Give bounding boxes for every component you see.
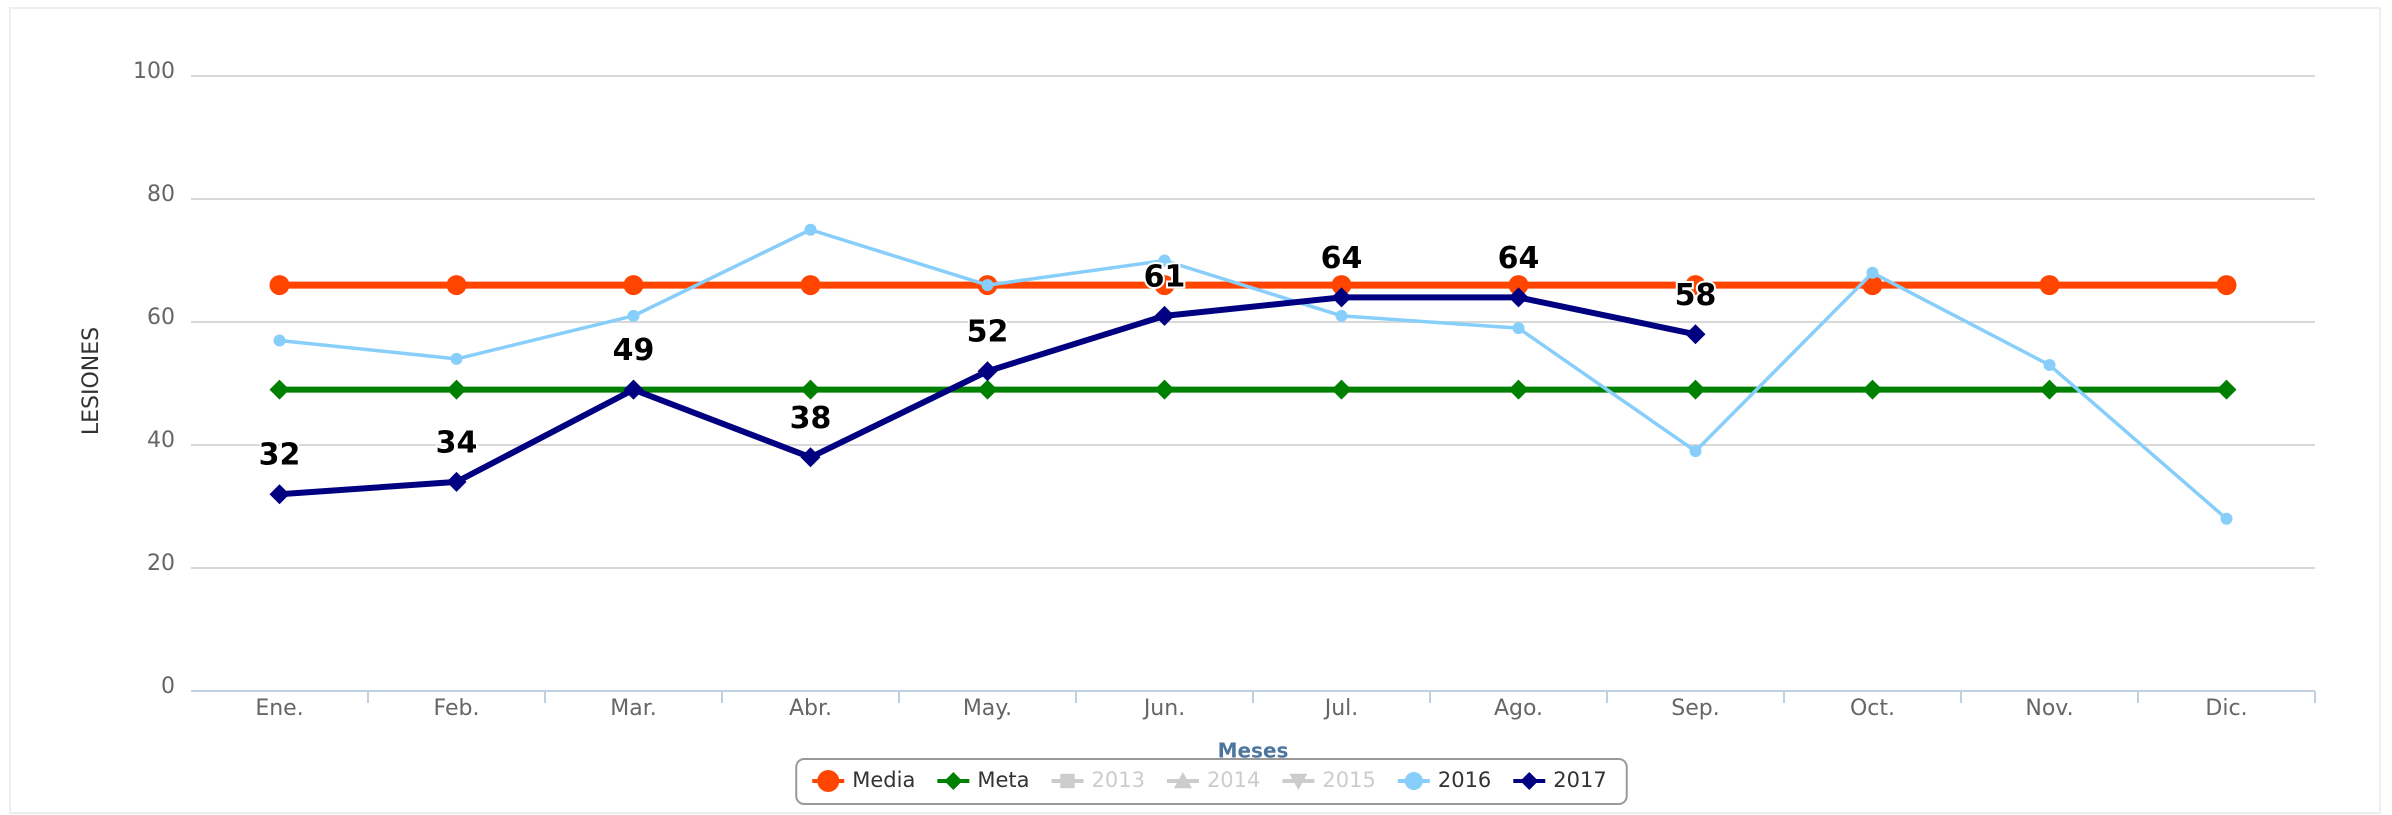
marker — [1685, 275, 1706, 296]
series-line — [279, 228, 2228, 521]
x-tick-label: Nov. — [2025, 696, 2073, 721]
marker — [1689, 445, 1702, 458]
x-tick-label: Ago. — [1494, 696, 1543, 721]
marker — [1331, 275, 1352, 296]
marker — [1685, 379, 1706, 400]
data-label: 34 — [436, 425, 478, 460]
marker — [446, 275, 467, 296]
data-label: 49 — [613, 333, 655, 368]
marker — [1404, 772, 1423, 790]
marker — [1158, 254, 1171, 267]
marker — [1289, 773, 1308, 790]
marker — [1520, 772, 1539, 790]
marker — [1154, 305, 1175, 326]
legend-label: 2017 — [1553, 768, 1606, 792]
marker — [800, 379, 821, 400]
marker — [1685, 324, 1706, 345]
marker — [1512, 322, 1525, 335]
y-tick-label: 20 — [147, 551, 175, 576]
marker — [977, 361, 998, 382]
legend-label: 2013 — [1091, 768, 1144, 792]
marker — [1866, 266, 1879, 279]
legend-item[interactable]: 2016 — [1397, 768, 1491, 792]
x-tick-label: Ene. — [255, 696, 303, 721]
legend-label: Media — [852, 768, 915, 792]
chart-frame — [9, 7, 2381, 814]
marker — [1508, 275, 1529, 296]
data-label: 61 — [1144, 259, 1186, 294]
marker — [981, 279, 994, 292]
marker — [800, 447, 821, 468]
data-label: 58 — [1675, 278, 1717, 313]
x-tick-label: Sep. — [1671, 696, 1719, 721]
legend-box — [795, 758, 1628, 805]
marker — [627, 309, 640, 322]
legend-label: Meta — [977, 768, 1029, 792]
marker — [1331, 287, 1352, 308]
data-label: 64 — [1321, 241, 1363, 276]
data-label: 64 — [1498, 241, 1540, 276]
marker — [1154, 275, 1175, 296]
legend-label: 2015 — [1322, 768, 1375, 792]
x-tick-label: Abr. — [789, 696, 832, 721]
marker — [800, 275, 821, 296]
marker — [817, 770, 840, 792]
marker — [623, 275, 644, 296]
data-label: 38 — [790, 401, 832, 436]
y-tick-label: 80 — [147, 182, 175, 207]
marker — [1335, 309, 1348, 322]
legend-item[interactable]: 2017 — [1513, 768, 1607, 792]
marker — [269, 275, 290, 296]
marker — [446, 471, 467, 492]
x-tick-label: Jun. — [1142, 696, 1185, 721]
marker — [2039, 379, 2060, 400]
marker — [1173, 772, 1192, 789]
marker — [804, 223, 817, 236]
legend-item[interactable]: Meta — [937, 768, 1029, 792]
marker — [269, 379, 290, 400]
marker — [623, 379, 644, 400]
marker — [1508, 379, 1529, 400]
legend-item[interactable]: 2013 — [1051, 768, 1145, 792]
x-tick-label: Dic. — [2205, 696, 2247, 721]
legend-item[interactable]: 2014 — [1166, 768, 1260, 792]
x-tick-label: May. — [963, 696, 1012, 721]
legend-item[interactable]: Media — [812, 768, 915, 792]
legend-label: 2016 — [1438, 768, 1491, 792]
marker — [1154, 379, 1175, 400]
grid: 0 20 40 60 80 100 Ene. Feb. Mar. Abr. May. Jun. Jul.… — [133, 59, 2316, 721]
marker — [2039, 275, 2060, 296]
data-label: 52 — [967, 315, 1009, 350]
x-tick-label: Feb. — [434, 696, 480, 721]
marker — [269, 484, 290, 505]
y-tick-label: 0 — [161, 674, 175, 699]
plot-area: 32 34 49 38 52 61 64 64 58 — [257, 223, 2237, 525]
data-label: 32 — [259, 438, 301, 473]
x-tick-label: Mar. — [610, 696, 656, 721]
marker — [273, 334, 286, 347]
marker — [1508, 287, 1529, 308]
marker — [2216, 275, 2237, 296]
marker — [944, 772, 963, 790]
y-axis-title: LESIONES — [79, 327, 104, 435]
legend-item[interactable]: 2015 — [1282, 768, 1376, 792]
legend[interactable]: Media Meta 2013 2014 2015 2016 2017 — [795, 758, 1628, 805]
marker — [1862, 379, 1883, 400]
y-tick-label: 40 — [147, 428, 175, 453]
marker — [1060, 773, 1075, 789]
marker — [446, 379, 467, 400]
marker — [977, 379, 998, 400]
x-tick-label: Jul. — [1323, 696, 1359, 721]
marker — [450, 352, 463, 365]
legend-label: 2014 — [1207, 768, 1260, 792]
marker — [2216, 379, 2237, 400]
y-tick-label: 60 — [147, 305, 175, 330]
marker — [2043, 359, 2056, 372]
marker — [1331, 379, 1352, 400]
x-tick-label: Oct. — [1850, 696, 1895, 721]
marker — [2220, 512, 2233, 525]
y-tick-label: 100 — [133, 59, 175, 84]
